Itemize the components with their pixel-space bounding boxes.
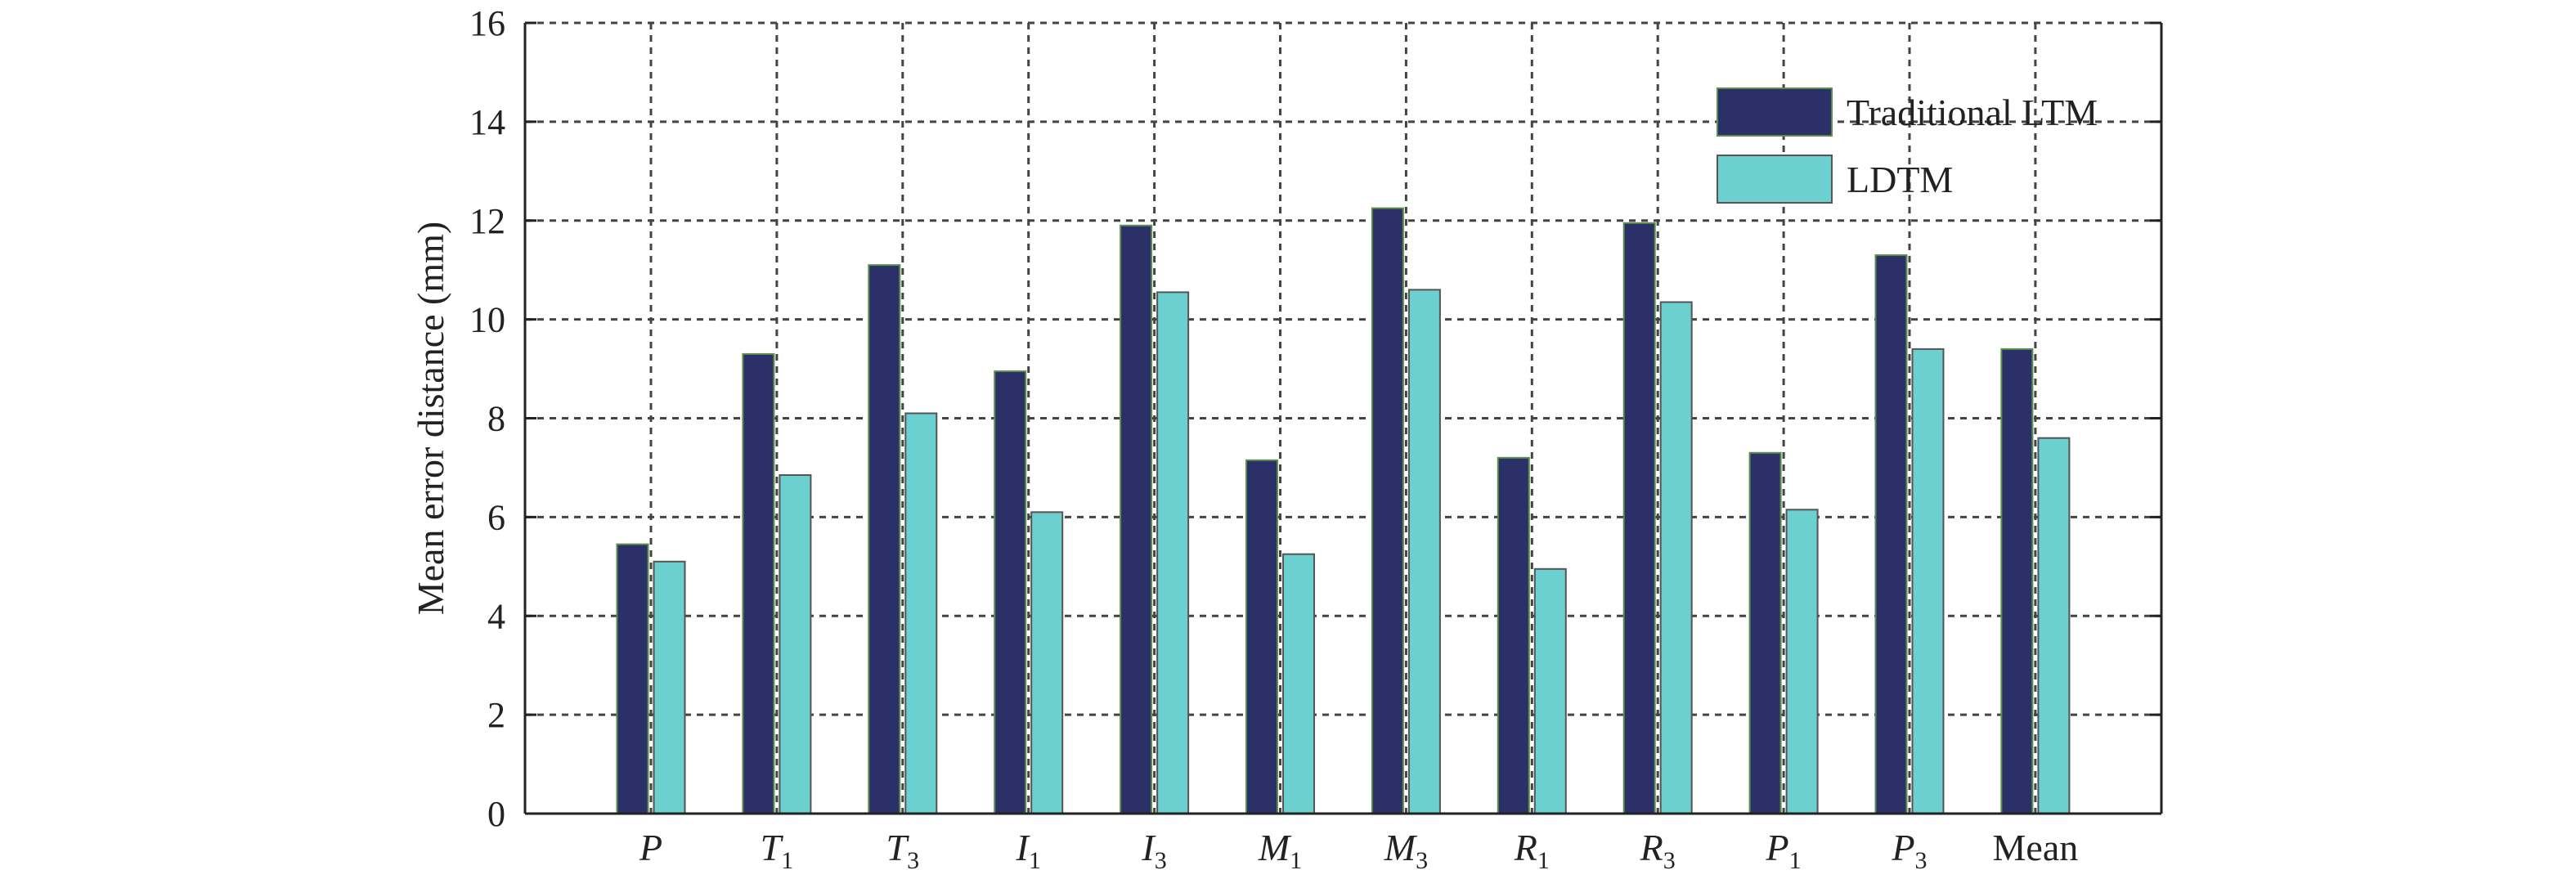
y-tick-label: 0 [487,794,505,834]
bar-traditional-ltm [1120,224,1153,814]
y-axis-title: Mean error distance (mm) [410,222,451,616]
x-tick-label: T3 [886,827,920,874]
x-tick-label: P [639,827,662,868]
y-tick-label: 16 [469,3,505,43]
bar-ldtm [1785,509,1819,814]
bar-traditional-ltm [742,352,775,814]
x-tick-label: M1 [1258,827,1302,874]
x-tick-label: P3 [1891,827,1927,874]
legend-swatch [1717,155,1833,204]
x-tick-label: Mean [1993,827,2079,868]
x-tick-label: R3 [1640,827,1676,874]
bar-ldtm [653,560,686,814]
y-tick-label: 10 [469,300,505,340]
bar-traditional-ltm [1245,459,1278,814]
y-tick-labels: 0 2 4 6 8 10 12 14 16 [469,3,505,834]
legend-label: Traditional LTM [1847,92,2098,133]
y-tick-label: 2 [487,695,505,735]
bar-traditional-ltm [868,264,901,814]
x-tick-label: T1 [761,827,794,874]
y-tick-label: 6 [487,497,505,537]
x-tick-labels: P T1 T3 I1 I3 M1 M3 R1 R3 P1 P3 Mean [639,827,2078,874]
bar-traditional-ltm [616,543,649,814]
y-tick-label: 12 [469,201,505,241]
bar-ldtm [2037,437,2071,814]
bar-ldtm [1030,511,1064,814]
bar-traditional-ltm [1748,451,1782,815]
bar-ldtm [1911,348,1945,814]
bar-ldtm [1659,301,1693,814]
bar-traditional-ltm [1874,254,1908,814]
y-tick-label: 8 [487,399,505,439]
x-tick-label: I3 [1141,827,1166,874]
bar-ldtm [1282,553,1315,814]
legend-swatch [1717,87,1833,137]
bar-ldtm [779,474,812,814]
y-tick-label: 14 [469,102,505,142]
legend: Traditional LTM LDTM [1717,87,2098,204]
bar-traditional-ltm [994,370,1027,815]
bar-traditional-ltm [2000,348,2034,814]
bar-ldtm [1407,289,1441,814]
x-tick-label: R1 [1514,827,1550,874]
legend-label: LDTM [1847,159,1953,200]
x-tick-label: P1 [1766,827,1802,874]
bar-ldtm [1533,567,1567,814]
bar-traditional-ltm [1497,456,1530,814]
bar-traditional-ltm [1371,207,1404,814]
bar-traditional-ltm [1622,222,1656,815]
y-tick-label: 4 [487,596,505,636]
x-tick-label: M3 [1384,827,1428,874]
axes [523,21,2163,815]
bar-ldtm [1156,291,1190,814]
bars [616,207,2071,815]
bar-ldtm [904,412,938,814]
x-tick-label: I1 [1016,827,1041,874]
